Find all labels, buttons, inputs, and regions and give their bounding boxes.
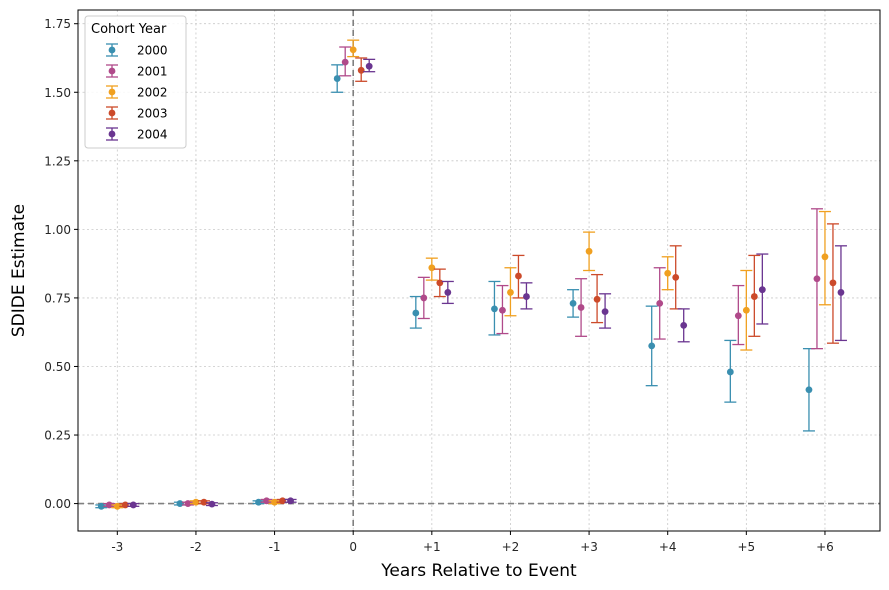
x-tick-label: +1 [423, 540, 441, 554]
x-tick-label: 0 [349, 540, 357, 554]
y-tick-label: 1.75 [44, 17, 71, 31]
data-point [444, 289, 452, 296]
x-tick-label: -3 [111, 540, 123, 554]
data-point [436, 279, 444, 287]
series-2000 [95, 64, 815, 510]
data-point [287, 497, 294, 505]
data-point [523, 293, 530, 300]
data-point [507, 289, 514, 296]
data-point [341, 58, 349, 66]
data-point [97, 502, 105, 510]
data-point [279, 497, 286, 505]
data-point [577, 304, 585, 311]
legend-item-2002: 2002 [106, 85, 168, 100]
data-point [121, 501, 129, 509]
data-point [184, 500, 192, 507]
data-point [742, 306, 750, 314]
x-tick-label: +6 [816, 540, 834, 554]
data-point [664, 269, 672, 277]
data-point [129, 501, 137, 509]
x-tick-label: -2 [190, 540, 202, 554]
legend-marker [108, 46, 116, 54]
series-2002 [111, 39, 831, 510]
y-tick-label: 0.50 [44, 360, 71, 374]
data-marks [95, 39, 847, 510]
data-point [192, 498, 200, 506]
data-point [420, 294, 428, 302]
y-tick-label: 0.25 [44, 429, 71, 443]
data-point [200, 498, 208, 506]
data-point [656, 300, 664, 307]
legend-items: 2000 2001 2002 2003 2004 [106, 43, 168, 142]
legend-marker [108, 88, 116, 96]
x-axis-title: Years Relative to Event [380, 561, 577, 581]
x-tick-label: +2 [502, 540, 520, 554]
legend-label: 2001 [137, 65, 168, 79]
legend-marker [108, 130, 116, 138]
x-tick-label: +4 [659, 540, 677, 554]
legend-item-2001: 2001 [106, 64, 168, 79]
legend-item-2004: 2004 [106, 127, 168, 142]
data-point [585, 247, 593, 255]
data-point [726, 368, 734, 376]
data-point [349, 46, 357, 54]
data-point [105, 501, 113, 509]
legend: Cohort Year 2000 2001 2002 2003 2004 [84, 15, 187, 149]
legend-item-2000: 2000 [106, 43, 168, 58]
data-point [255, 498, 262, 506]
series-2004 [127, 58, 847, 509]
legend-item-2003: 2003 [106, 106, 168, 121]
data-point [758, 286, 766, 294]
x-axis: -3 -2 -1 0 +1 +2 +3 +4 +5 +6 [111, 531, 834, 554]
plot-frame [77, 9, 881, 532]
data-point [750, 293, 758, 300]
data-point [680, 321, 688, 329]
data-point [805, 386, 813, 394]
series-2001 [103, 46, 823, 509]
data-point [813, 275, 821, 283]
y-axis-title: SDIDE Estimate [9, 204, 29, 337]
data-point [593, 295, 601, 303]
legend-title: Cohort Year [91, 22, 167, 37]
data-point [734, 312, 742, 320]
y-tick-label: 1.25 [44, 154, 71, 168]
data-point [491, 305, 498, 313]
y-tick-label: 0.75 [44, 291, 71, 305]
data-point [176, 500, 184, 507]
x-tick-label: +3 [580, 540, 598, 554]
legend-label: 2000 [137, 44, 168, 58]
x-tick-label: -1 [269, 540, 281, 554]
legend-label: 2003 [137, 107, 168, 121]
y-tick-label: 1.00 [44, 223, 71, 237]
legend-label: 2002 [137, 86, 168, 100]
data-point [499, 306, 506, 314]
data-point [333, 75, 341, 82]
data-point [412, 309, 420, 317]
data-point [829, 279, 837, 287]
data-point [515, 272, 522, 280]
data-point [365, 62, 373, 70]
data-point [263, 497, 270, 505]
data-point [672, 273, 680, 281]
data-point [428, 264, 436, 272]
y-axis: 0.00 0.25 0.50 0.75 1.00 1.25 1.50 1.75 [44, 17, 78, 511]
data-point [357, 66, 365, 74]
data-point [821, 253, 829, 261]
data-point [113, 502, 121, 510]
data-point [601, 308, 609, 316]
y-tick-label: 1.50 [44, 86, 71, 100]
data-point [837, 289, 845, 296]
x-tick-label: +5 [737, 540, 755, 554]
legend-marker [108, 109, 116, 117]
y-tick-label: 0.00 [44, 497, 71, 511]
legend-label: 2004 [137, 128, 168, 142]
legend-marker [108, 67, 116, 75]
data-point [648, 342, 656, 350]
data-point [271, 498, 278, 506]
data-point [569, 300, 577, 307]
data-point [208, 500, 216, 508]
